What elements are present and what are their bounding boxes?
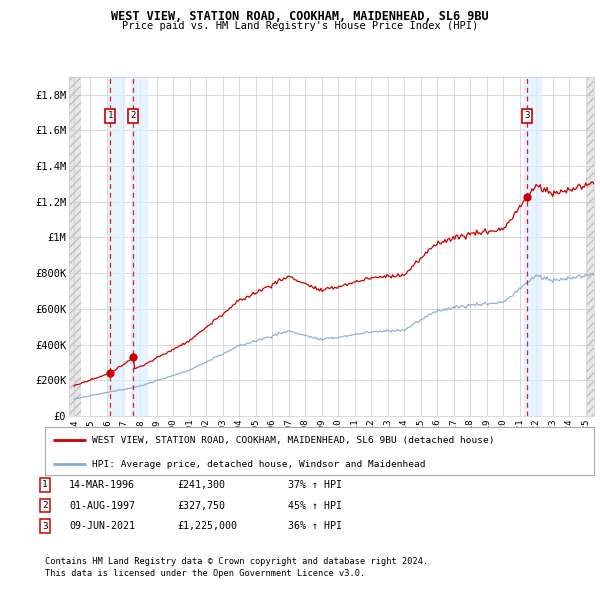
Text: HPI: Average price, detached house, Windsor and Maidenhead: HPI: Average price, detached house, Wind… — [92, 460, 425, 469]
Bar — [131, 77, 147, 416]
Bar — [69, 77, 81, 416]
Bar — [587, 77, 594, 416]
Bar — [524, 77, 541, 416]
Bar — [108, 77, 124, 416]
Text: £327,750: £327,750 — [177, 501, 225, 510]
Text: £241,300: £241,300 — [177, 480, 225, 490]
Text: 2: 2 — [42, 501, 48, 510]
Bar — [69, 77, 81, 416]
Text: Price paid vs. HM Land Registry's House Price Index (HPI): Price paid vs. HM Land Registry's House … — [122, 21, 478, 31]
Text: 3: 3 — [42, 522, 48, 531]
Text: 2: 2 — [130, 112, 136, 120]
Text: 01-AUG-1997: 01-AUG-1997 — [69, 501, 135, 510]
Text: 1: 1 — [107, 112, 113, 120]
Text: WEST VIEW, STATION ROAD, COOKHAM, MAIDENHEAD, SL6 9BU: WEST VIEW, STATION ROAD, COOKHAM, MAIDEN… — [111, 10, 489, 23]
Text: This data is licensed under the Open Government Licence v3.0.: This data is licensed under the Open Gov… — [45, 569, 365, 578]
Text: 3: 3 — [524, 112, 530, 120]
Text: 45% ↑ HPI: 45% ↑ HPI — [288, 501, 342, 510]
Text: Contains HM Land Registry data © Crown copyright and database right 2024.: Contains HM Land Registry data © Crown c… — [45, 557, 428, 566]
Text: 36% ↑ HPI: 36% ↑ HPI — [288, 522, 342, 531]
Text: 1: 1 — [42, 480, 48, 490]
Text: 37% ↑ HPI: 37% ↑ HPI — [288, 480, 342, 490]
Text: 14-MAR-1996: 14-MAR-1996 — [69, 480, 135, 490]
Bar — [587, 77, 594, 416]
Text: 09-JUN-2021: 09-JUN-2021 — [69, 522, 135, 531]
Text: WEST VIEW, STATION ROAD, COOKHAM, MAIDENHEAD, SL6 9BU (detached house): WEST VIEW, STATION ROAD, COOKHAM, MAIDEN… — [92, 435, 494, 445]
Text: £1,225,000: £1,225,000 — [177, 522, 237, 531]
